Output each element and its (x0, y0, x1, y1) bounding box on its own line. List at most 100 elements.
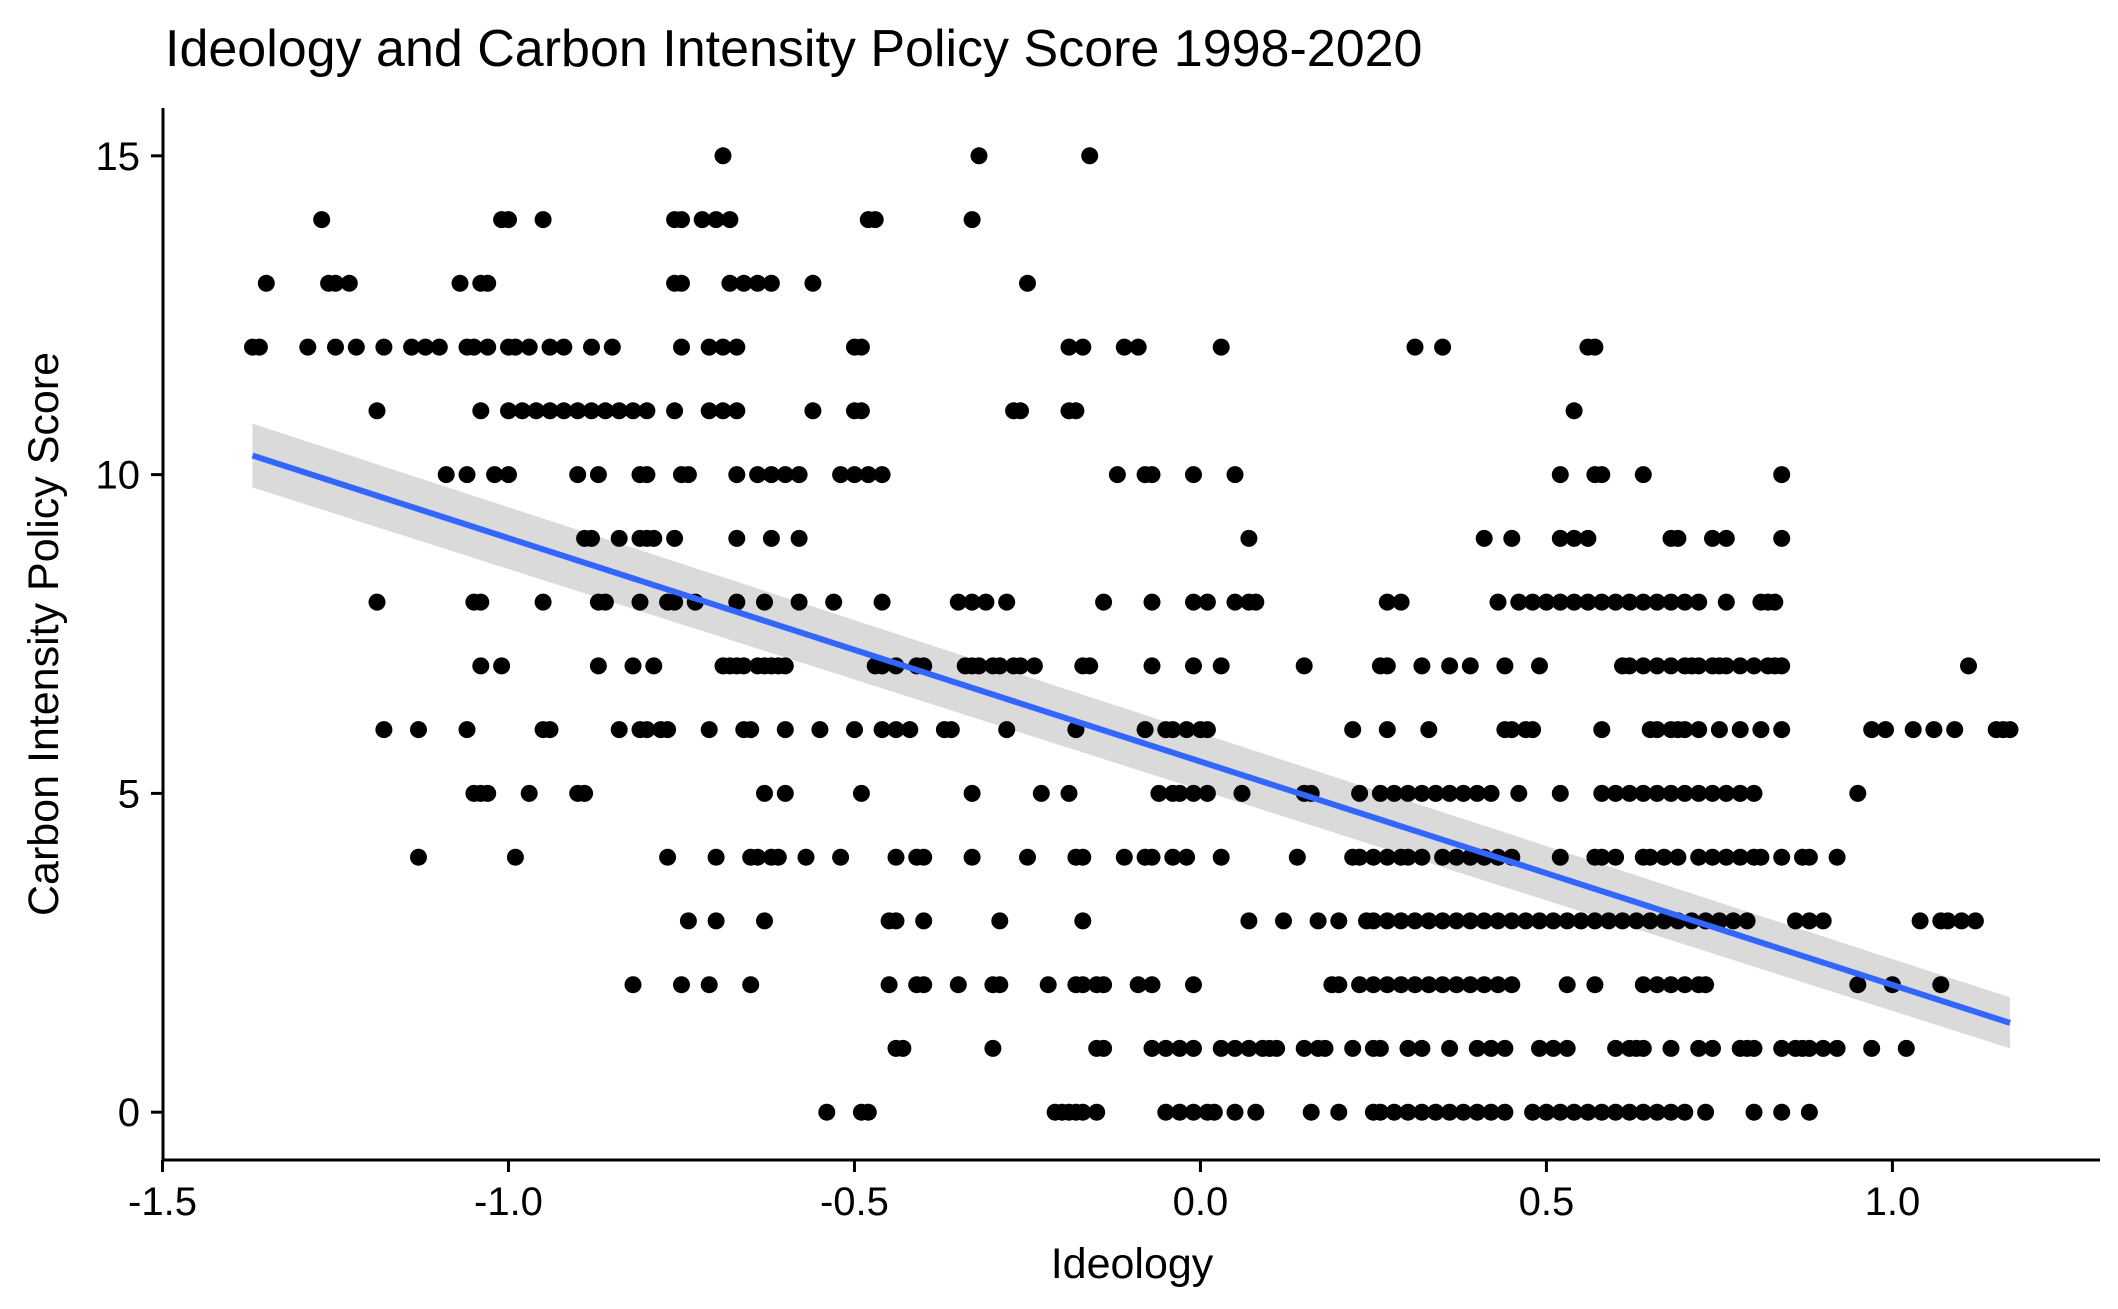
data-point (1932, 976, 1950, 994)
data-point (1621, 593, 1638, 611)
data-point (1482, 784, 1500, 802)
data-point (1461, 912, 1479, 930)
data-point (1593, 784, 1611, 802)
data-point (963, 211, 981, 229)
data-point (846, 466, 863, 484)
data-point (1496, 1103, 1514, 1121)
data-point (1745, 784, 1763, 802)
data-point (1634, 657, 1652, 675)
data-point (1960, 657, 1977, 675)
data-point (410, 848, 427, 866)
data-point (437, 466, 455, 484)
data-point (1392, 976, 1410, 994)
data-point (493, 657, 511, 675)
data-point (1697, 976, 1715, 994)
data-point (1731, 848, 1749, 866)
data-point (1724, 912, 1742, 930)
data-point (1877, 721, 1894, 739)
data-point (776, 466, 794, 484)
data-point (1593, 593, 1611, 611)
data-point (1115, 338, 1133, 356)
data-point (596, 402, 614, 420)
data-point (1773, 529, 1791, 547)
data-point (1752, 721, 1770, 739)
data-point (451, 274, 469, 292)
data-point (1185, 657, 1202, 675)
data-point (1226, 1039, 1244, 1057)
data-point (479, 338, 497, 356)
data-point (1143, 1039, 1161, 1057)
data-point (1240, 529, 1258, 547)
data-point (1648, 976, 1666, 994)
data-point (1108, 466, 1126, 484)
data-point (721, 211, 739, 229)
y-tick-label: 5 (118, 772, 140, 816)
data-point (1240, 912, 1258, 930)
data-point (714, 338, 732, 356)
y-tick-label: 0 (118, 1091, 140, 1135)
data-point (1621, 784, 1638, 802)
data-point (1524, 1103, 1542, 1121)
data-point (998, 593, 1016, 611)
data-point (1551, 784, 1569, 802)
data-point (901, 721, 919, 739)
data-point (375, 721, 393, 739)
data-point (1399, 1103, 1417, 1121)
data-point (1773, 1103, 1791, 1121)
data-point (1565, 402, 1583, 420)
data-point (700, 721, 718, 739)
data-point (804, 274, 822, 292)
data-point (576, 784, 594, 802)
data-point (991, 657, 1009, 675)
data-point (1378, 721, 1396, 739)
data-point (1198, 784, 1216, 802)
data-point (915, 912, 933, 930)
data-point (1717, 784, 1735, 802)
data-point (583, 402, 600, 420)
data-point (659, 721, 677, 739)
data-point (1662, 657, 1680, 675)
data-point (742, 976, 760, 994)
data-point (714, 402, 732, 420)
data-point (1157, 1039, 1175, 1057)
data-point (693, 211, 711, 229)
data-point (1164, 721, 1182, 739)
data-point (1482, 1103, 1500, 1121)
data-point (1012, 657, 1029, 675)
data-point (1212, 1039, 1230, 1057)
data-point (1704, 784, 1721, 802)
data-point (1316, 1039, 1334, 1057)
data-point (1690, 657, 1708, 675)
data-point (1614, 912, 1631, 930)
data-point (500, 211, 517, 229)
data-point (1364, 848, 1382, 866)
data-point (1392, 593, 1410, 611)
data-point (1378, 657, 1396, 675)
data-point (416, 338, 434, 356)
data-point (1468, 1039, 1486, 1057)
data-point (1558, 1039, 1576, 1057)
data-point (1800, 912, 1818, 930)
data-point (1378, 976, 1396, 994)
x-tick-label: 0.5 (1519, 1180, 1575, 1224)
data-point (1621, 1103, 1638, 1121)
data-point (1731, 657, 1749, 675)
data-point (873, 721, 891, 739)
data-point (1607, 784, 1625, 802)
chart-title: Ideology and Carbon Intensity Policy Sco… (165, 20, 1422, 78)
data-point (1067, 402, 1085, 420)
data-point (596, 593, 614, 611)
data-point (1641, 848, 1659, 866)
data-point (673, 338, 690, 356)
data-point (1593, 1103, 1611, 1121)
data-point (1717, 529, 1735, 547)
data-point (728, 593, 746, 611)
data-point (1226, 593, 1244, 611)
data-point (313, 211, 331, 229)
data-point (1489, 912, 1507, 930)
data-point (1738, 912, 1756, 930)
data-point (1351, 848, 1369, 866)
data-point (846, 721, 863, 739)
data-point (472, 402, 490, 420)
